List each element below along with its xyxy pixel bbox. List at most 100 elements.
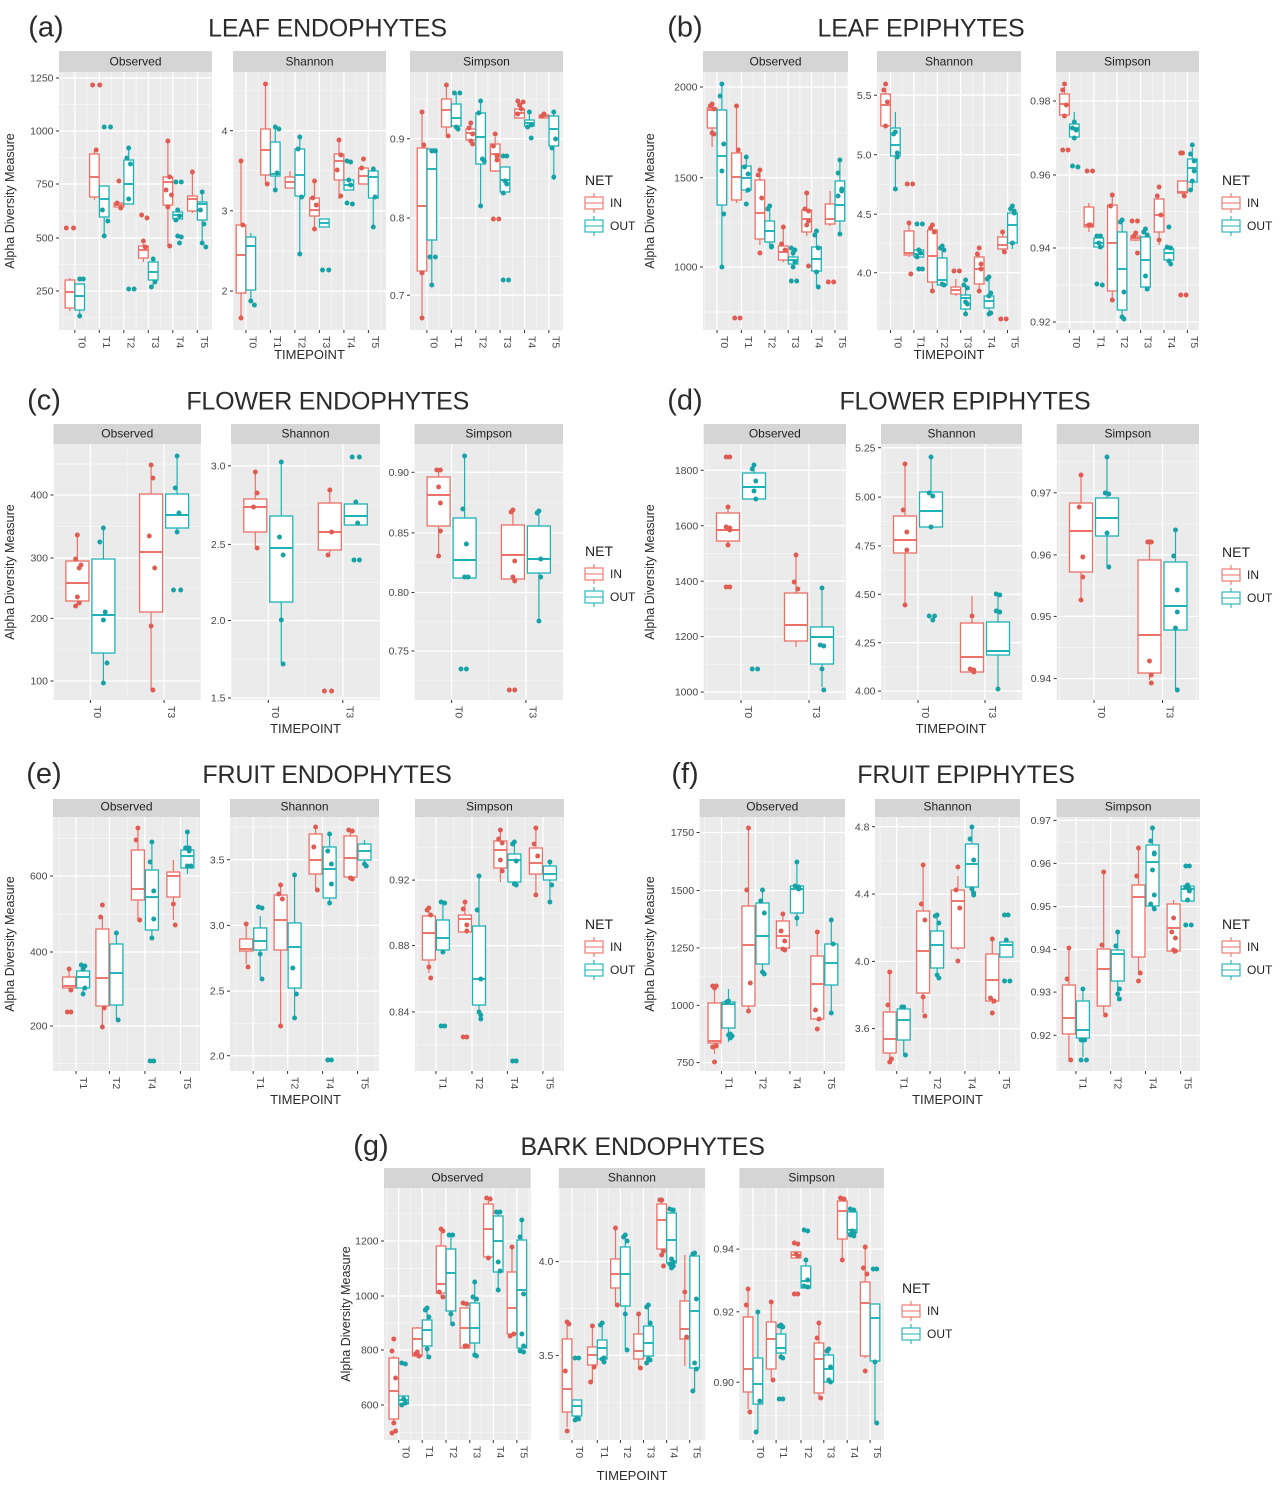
svg-text:0.90: 0.90 <box>389 467 410 479</box>
svg-text:1800: 1800 <box>675 465 699 477</box>
svg-text:Shannon: Shannon <box>608 1171 656 1185</box>
svg-text:T5: T5 <box>871 1446 883 1458</box>
svg-text:4.75: 4.75 <box>855 541 876 553</box>
svg-text:Observed: Observed <box>431 1171 483 1185</box>
svg-text:T5: T5 <box>825 1077 837 1089</box>
svg-text:0.96: 0.96 <box>1030 170 1051 182</box>
svg-text:T2: T2 <box>1118 336 1130 348</box>
svg-text:0.90: 0.90 <box>713 1377 734 1389</box>
svg-text:FRUIT EPIPHYTES: FRUIT EPIPHYTES <box>857 761 1074 789</box>
svg-text:0.92: 0.92 <box>1031 1030 1052 1042</box>
svg-text:T4: T4 <box>848 1446 860 1458</box>
svg-text:Simpson: Simpson <box>1104 55 1151 69</box>
svg-text:Observed: Observed <box>109 55 161 69</box>
svg-text:T3: T3 <box>644 1446 656 1458</box>
svg-text:Simpson: Simpson <box>463 55 510 69</box>
svg-text:Simpson: Simpson <box>1105 800 1152 814</box>
svg-text:(f): (f) <box>671 758 698 790</box>
svg-text:1000: 1000 <box>674 262 698 274</box>
svg-text:Alpha Diversity Measure: Alpha Diversity Measure <box>643 133 657 269</box>
svg-text:T4: T4 <box>812 336 824 348</box>
svg-text:4.8: 4.8 <box>855 821 870 833</box>
svg-text:OUT: OUT <box>1247 219 1273 233</box>
svg-text:1200: 1200 <box>675 631 699 643</box>
svg-text:Alpha Diversity Measure: Alpha Diversity Measure <box>3 504 17 640</box>
svg-text:T3: T3 <box>789 336 801 348</box>
svg-text:T5: T5 <box>1181 1077 1193 1089</box>
svg-text:1750: 1750 <box>671 827 695 839</box>
svg-text:T1: T1 <box>271 336 283 348</box>
svg-text:1.5: 1.5 <box>211 693 226 705</box>
svg-text:T4: T4 <box>525 336 537 348</box>
svg-text:1500: 1500 <box>671 885 695 897</box>
svg-text:T4: T4 <box>323 1077 335 1089</box>
svg-text:T3: T3 <box>986 706 998 718</box>
svg-text:T2: T2 <box>621 1446 633 1458</box>
svg-text:3.0: 3.0 <box>210 920 225 932</box>
svg-text:0.94: 0.94 <box>713 1244 734 1256</box>
svg-text:4.0: 4.0 <box>539 1256 554 1268</box>
svg-text:T1: T1 <box>254 1077 266 1089</box>
svg-text:(b): (b) <box>667 12 702 44</box>
svg-text:T2: T2 <box>296 336 308 348</box>
svg-text:TIMEPOINT: TIMEPOINT <box>274 347 345 362</box>
svg-text:Alpha Diversity Measure: Alpha Diversity Measure <box>339 1246 353 1382</box>
svg-text:Alpha Diversity Measure: Alpha Diversity Measure <box>643 876 657 1012</box>
svg-text:2.0: 2.0 <box>210 1050 225 1062</box>
svg-text:(g): (g) <box>353 1130 388 1162</box>
svg-text:0.97: 0.97 <box>1031 487 1052 499</box>
svg-text:T0: T0 <box>742 706 754 718</box>
svg-text:3.0: 3.0 <box>211 460 226 472</box>
svg-text:Shannon: Shannon <box>923 800 971 814</box>
svg-text:T2: T2 <box>931 1077 943 1089</box>
svg-text:Shannon: Shannon <box>280 800 328 814</box>
svg-text:T5: T5 <box>181 1077 193 1089</box>
svg-text:T0: T0 <box>247 336 259 348</box>
svg-text:4.00: 4.00 <box>855 686 876 698</box>
svg-text:NET: NET <box>1222 916 1250 932</box>
svg-text:T4: T4 <box>174 336 186 348</box>
svg-text:Shannon: Shannon <box>925 55 973 69</box>
svg-text:OUT: OUT <box>610 963 636 977</box>
svg-text:100: 100 <box>30 676 48 688</box>
svg-text:TIMEPOINT: TIMEPOINT <box>914 347 985 362</box>
svg-text:T5: T5 <box>836 336 848 348</box>
svg-text:Shannon: Shannon <box>927 427 975 441</box>
svg-text:T5: T5 <box>1188 336 1200 348</box>
svg-text:600: 600 <box>361 1400 379 1412</box>
svg-text:Observed: Observed <box>749 427 801 441</box>
svg-text:T3: T3 <box>165 706 177 718</box>
svg-text:T3: T3 <box>320 336 332 348</box>
svg-text:T3: T3 <box>471 1446 483 1458</box>
svg-text:T1: T1 <box>77 1077 89 1089</box>
svg-text:T0: T0 <box>428 336 440 348</box>
svg-text:0.75: 0.75 <box>389 646 410 658</box>
svg-text:IN: IN <box>1247 940 1259 954</box>
svg-text:T2: T2 <box>125 336 137 348</box>
svg-text:LEAF ENDOPHYTES: LEAF ENDOPHYTES <box>208 15 447 43</box>
svg-text:750: 750 <box>36 179 54 191</box>
svg-text:(d): (d) <box>667 385 702 417</box>
svg-text:0.8: 0.8 <box>390 213 405 225</box>
svg-text:T1: T1 <box>722 1077 734 1089</box>
svg-text:T2: T2 <box>756 1077 768 1089</box>
svg-text:4.0: 4.0 <box>855 956 870 968</box>
svg-text:T2: T2 <box>938 336 950 348</box>
svg-text:T0: T0 <box>269 706 281 718</box>
svg-text:0.9: 0.9 <box>390 133 405 145</box>
svg-text:400: 400 <box>30 490 48 502</box>
svg-text:0.94: 0.94 <box>1031 944 1052 956</box>
svg-text:500: 500 <box>36 233 54 245</box>
svg-text:2.5: 2.5 <box>210 986 225 998</box>
svg-text:0.80: 0.80 <box>389 587 410 599</box>
svg-text:T1: T1 <box>437 1077 449 1089</box>
svg-text:T3: T3 <box>501 336 513 348</box>
svg-text:4.0: 4.0 <box>857 267 872 279</box>
svg-text:800: 800 <box>361 1345 379 1357</box>
svg-text:2: 2 <box>222 286 228 298</box>
svg-text:T2: T2 <box>473 1077 485 1089</box>
svg-text:TIMEPOINT: TIMEPOINT <box>597 1468 668 1483</box>
svg-text:Observed: Observed <box>100 800 152 814</box>
svg-text:2000: 2000 <box>674 82 698 94</box>
svg-text:T1: T1 <box>598 1446 610 1458</box>
